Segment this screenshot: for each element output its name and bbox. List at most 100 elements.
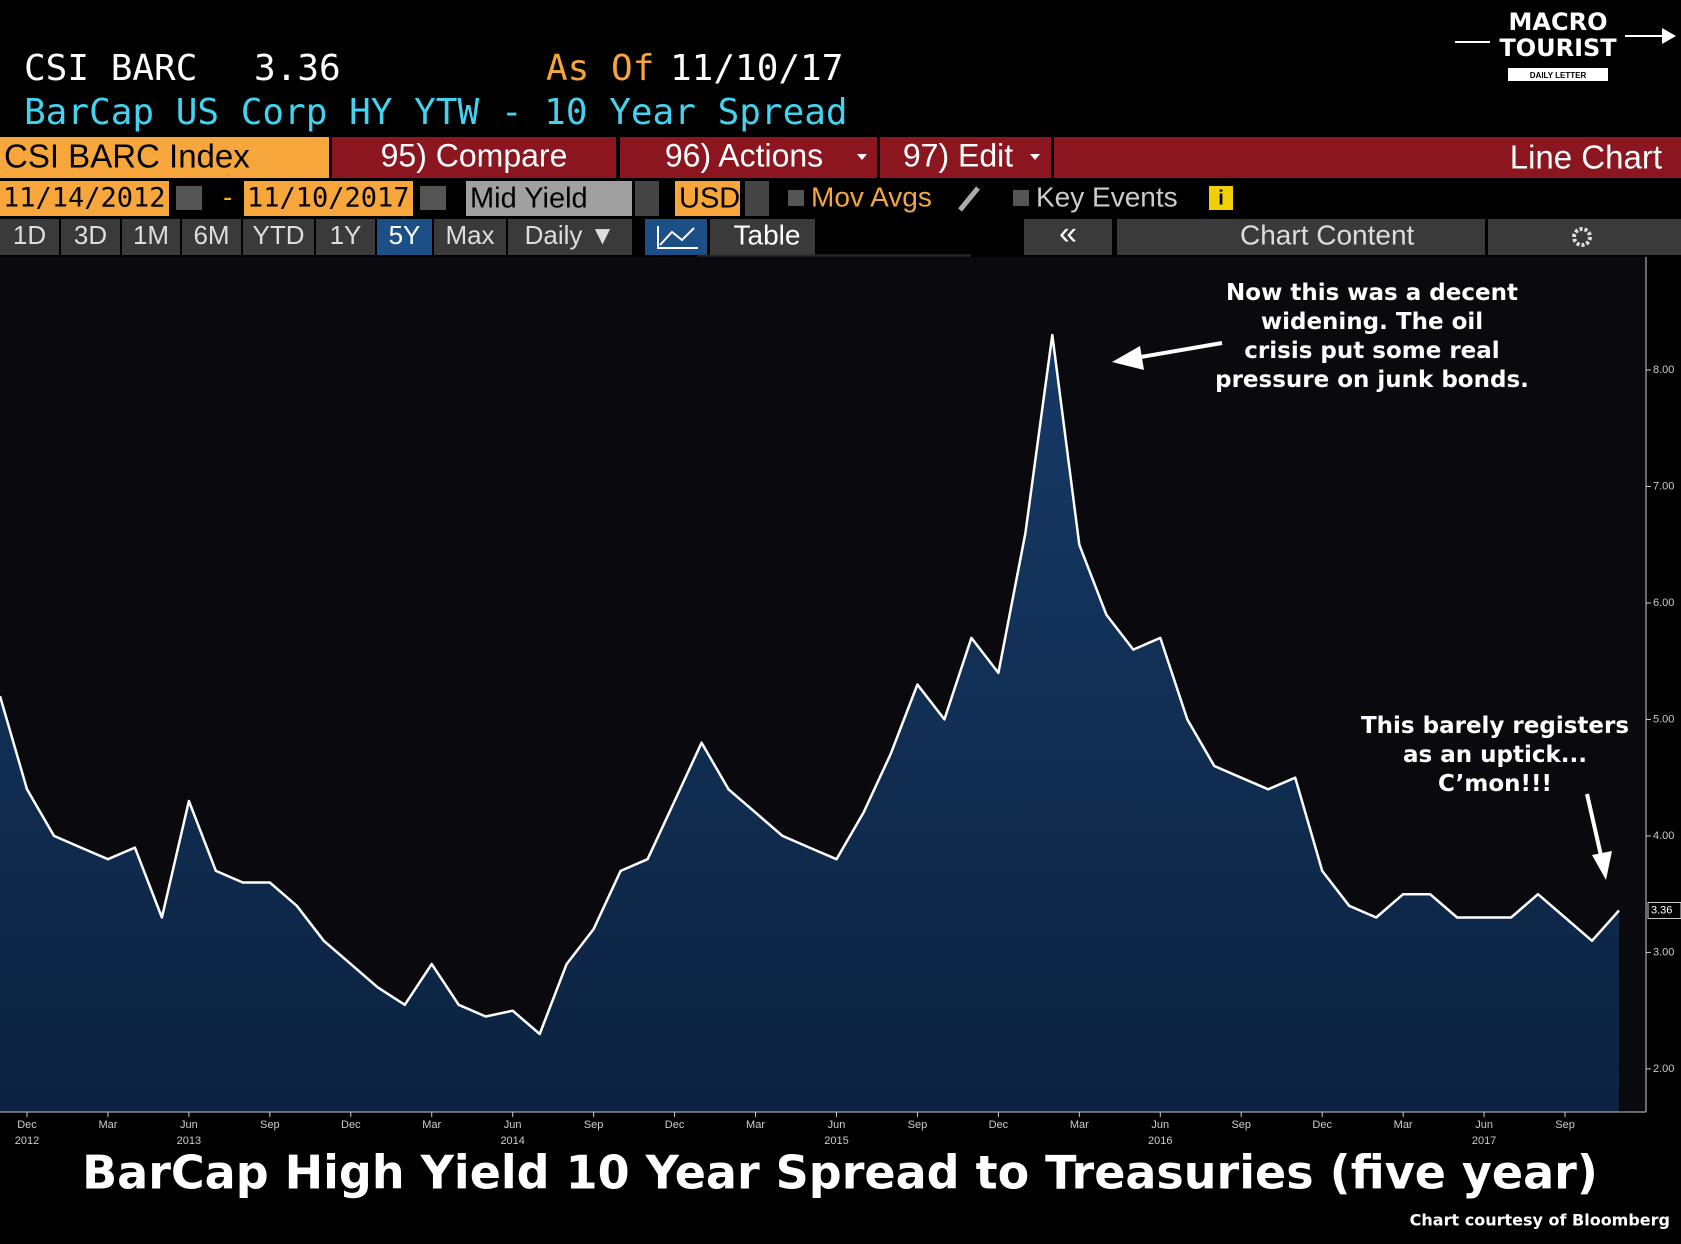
last-value-label: 3.36 — [1651, 904, 1672, 916]
logo-text: TOURIST — [1499, 34, 1617, 62]
period-label[interactable]: 6M — [193, 220, 229, 250]
x-tick-label: Jun — [180, 1119, 198, 1131]
last-value: 3.36 — [254, 48, 341, 89]
period-label[interactable]: Max — [445, 220, 494, 250]
key-events[interactable]: Key Events — [1036, 181, 1178, 212]
y-tick-label: 4.00 — [1653, 830, 1674, 842]
menu-button[interactable] — [332, 137, 616, 178]
chart-icon-button[interactable] — [645, 219, 707, 255]
period-button[interactable] — [434, 219, 506, 255]
chart-title: BarCap High Yield 10 Year Spread to Trea… — [82, 1146, 1598, 1200]
table-label[interactable]: Table — [734, 219, 801, 250]
period-button[interactable] — [377, 219, 432, 255]
security: CSI BARC Index — [4, 138, 250, 175]
x-tick-label: Dec — [17, 1119, 37, 1131]
y-tick-label: 6.00 — [1653, 597, 1674, 609]
annotation: C’mon!!! — [1438, 771, 1552, 797]
line — [0, 333, 1620, 1036]
annotation-arrow — [1585, 793, 1604, 861]
button[interactable] — [1024, 219, 1112, 255]
end-date[interactable]: 11/10/2017 — [247, 183, 410, 214]
period-label[interactable]: Daily ▼ — [525, 220, 616, 250]
period-label[interactable]: 1M — [133, 220, 169, 250]
y-tick-label: 5.00 — [1653, 713, 1674, 725]
period-button[interactable] — [0, 219, 59, 255]
annotation-arrow — [1592, 851, 1612, 880]
x-year-label: 2016 — [1148, 1135, 1172, 1147]
field[interactable]: Mid Yield — [470, 183, 588, 215]
dropdown-caret — [857, 154, 867, 160]
period-buttons: 1D 3D 1M 6M YTD 1Y 5Y Max Daily ▼ — [0, 219, 632, 255]
period-button[interactable] — [61, 219, 120, 255]
menu-label[interactable]: 95) Compare — [381, 137, 568, 173]
subtitle: BarCap US Corp HY YTW - 10 Year Spread — [24, 92, 848, 133]
x-tick-label: Mar — [1394, 1119, 1413, 1131]
period-button[interactable] — [122, 219, 180, 255]
x-tick-label: Dec — [989, 1119, 1009, 1131]
annotation-arrow — [1112, 346, 1144, 370]
field-box[interactable] — [466, 181, 632, 216]
dropdown[interactable] — [635, 181, 659, 216]
menu-label[interactable]: 97) Edit — [903, 137, 1013, 173]
date-box[interactable] — [0, 181, 169, 216]
annotation: Now this was a decent — [1226, 280, 1518, 306]
logo-text: DAILY LETTER — [1530, 71, 1587, 80]
x-tick-label: Sep — [260, 1119, 280, 1131]
annotation: crisis put some real — [1244, 338, 1499, 364]
settings-button[interactable] — [1488, 219, 1681, 255]
x-tick-label: Mar — [746, 1119, 765, 1131]
calendar-icon[interactable] — [420, 186, 446, 210]
pencil-icon[interactable] — [958, 186, 980, 212]
checkbox[interactable] — [788, 190, 804, 206]
ticker: CSI BARC — [24, 48, 197, 89]
currency-box[interactable] — [675, 181, 740, 216]
annotation-arrow — [1134, 341, 1223, 360]
period-button[interactable] — [508, 219, 632, 255]
menu-button[interactable] — [880, 137, 1051, 178]
date-box[interactable] — [244, 181, 413, 216]
view-bar — [1054, 137, 1681, 178]
period-label[interactable]: YTD — [253, 220, 305, 250]
x-tick-label: Sep — [1555, 1119, 1575, 1131]
annotation: widening. The oil — [1261, 309, 1483, 335]
x-year-label: 2012 — [15, 1135, 39, 1147]
x-tick-label: Sep — [584, 1119, 604, 1131]
mov-avgs[interactable]: Mov Avgs — [811, 181, 932, 212]
period-button[interactable] — [182, 219, 241, 255]
as-of: As Of — [546, 48, 654, 89]
period-label[interactable]: 3D — [74, 220, 107, 250]
start-date[interactable]: 11/14/2012 — [3, 183, 166, 214]
chart-content-label[interactable]: Chart Content — [1240, 219, 1415, 250]
period-label[interactable]: 1D — [13, 220, 46, 250]
checkbox[interactable] — [1013, 190, 1029, 206]
x-tick-label: Sep — [908, 1119, 928, 1131]
period-button[interactable] — [316, 219, 375, 255]
dropdown[interactable] — [745, 181, 769, 216]
x-tick-label: Jun — [828, 1119, 846, 1131]
x-tick-label: Dec — [1312, 1119, 1332, 1131]
gear-icon — [1572, 227, 1592, 247]
collapse-label[interactable]: « — [1059, 214, 1077, 250]
x-year-label: 2017 — [1472, 1135, 1496, 1147]
x-tick-label: Mar — [98, 1119, 117, 1131]
currency[interactable]: USD — [679, 183, 740, 215]
period-button[interactable] — [243, 219, 314, 255]
x-tick-label: Sep — [1231, 1119, 1251, 1131]
info-icon[interactable] — [1209, 186, 1233, 210]
info-label[interactable]: i — [1218, 187, 1224, 209]
menu-label[interactable]: 96) Actions — [665, 137, 823, 173]
logo-band — [1508, 68, 1608, 81]
x-tick-label: Dec — [341, 1119, 361, 1131]
annotation: pressure on junk bonds. — [1215, 367, 1529, 393]
period-label[interactable]: 1Y — [330, 220, 362, 250]
credit: Chart courtesy of Bloomberg — [1410, 1211, 1670, 1230]
security-box — [0, 137, 329, 178]
period-label[interactable]: 5Y — [389, 220, 421, 250]
menu-button[interactable] — [620, 137, 877, 178]
calendar-icon[interactable] — [176, 186, 202, 210]
x-year-label: 2015 — [824, 1135, 848, 1147]
button[interactable] — [1117, 219, 1485, 255]
button[interactable] — [710, 219, 815, 255]
annotation: as an uptick... — [1403, 742, 1587, 768]
